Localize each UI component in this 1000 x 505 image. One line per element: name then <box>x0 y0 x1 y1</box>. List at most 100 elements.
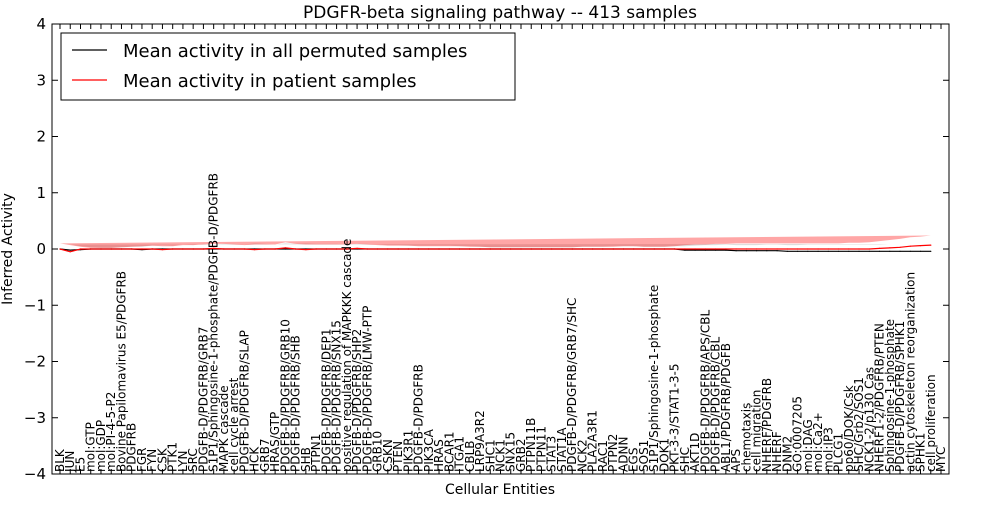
x-tick-label: PTK1 <box>166 442 180 472</box>
data-point <box>817 248 819 250</box>
x-tick-label: E5 <box>74 457 88 472</box>
x-tick-label: SHC1 <box>483 439 497 472</box>
data-point <box>735 248 737 250</box>
data-point <box>838 250 840 252</box>
data-point <box>797 250 799 252</box>
data-point <box>438 248 440 250</box>
data-point <box>827 248 829 250</box>
x-tick-label: SOS1 <box>637 440 651 472</box>
data-point <box>756 248 758 250</box>
data-point <box>356 247 358 249</box>
data-point <box>479 248 481 250</box>
x-tick-label: NHERF/PDGFRB <box>760 378 774 472</box>
x-tick-label: cell proliferation <box>924 374 938 472</box>
data-point <box>366 248 368 250</box>
x-tick-label: MYC <box>934 447 948 472</box>
data-point <box>551 248 553 250</box>
data-point <box>284 247 286 249</box>
data-point <box>161 249 163 251</box>
data-point <box>417 248 420 250</box>
x-tick-label: PLA2A3R1 <box>586 410 600 472</box>
y-tick-label: −3 <box>24 409 46 427</box>
x-tick-label: NCK2 <box>576 439 590 472</box>
data-point <box>704 248 707 250</box>
legend-box <box>60 32 516 101</box>
data-point <box>663 248 666 250</box>
data-point <box>756 250 758 252</box>
data-point <box>858 250 860 252</box>
x-tick-label: PTPN1 <box>309 434 323 472</box>
data-point <box>633 248 635 250</box>
data-point <box>889 250 891 252</box>
x-tick-label: NCK1 <box>494 439 508 472</box>
data-point <box>848 248 850 250</box>
y-tick-label: −2 <box>24 353 46 371</box>
legend: Mean activity in all permuted samples Me… <box>60 32 516 101</box>
x-axis-label: Cellular Entities <box>445 482 555 498</box>
data-point <box>715 248 717 250</box>
x-tick-label: PDGFB-D/PDGFRB/CBL <box>709 337 723 472</box>
x-tick-label: SPHK1 <box>914 433 928 472</box>
x-tick-label: CSKN <box>381 439 395 472</box>
data-point <box>182 248 184 250</box>
x-tick-label: cell migration <box>750 390 764 472</box>
x-tick-label: PTPN11 <box>535 426 549 472</box>
data-point <box>704 249 707 251</box>
x-tick-label: SHC/Grb2/SOS1 <box>852 377 866 472</box>
x-tick-label: MAPK cascade <box>217 385 231 472</box>
data-point <box>428 248 430 250</box>
x-tick-label: mol:PI-4-5-P2 <box>104 392 118 472</box>
x-tick-label: JUN <box>63 451 77 473</box>
data-point <box>684 249 686 251</box>
x-tick-label: positive regulation of MAPKKK cascade <box>340 239 354 472</box>
data-point <box>69 249 71 251</box>
band-permuted <box>60 243 931 248</box>
x-tick-label: PDGFB-D/PDGFRB/GRB7 <box>196 327 210 472</box>
x-tick-label: S1P1/Sphingosine-1-phosphate <box>647 285 661 472</box>
data-point <box>909 245 911 247</box>
x-tick-label: CSK <box>155 447 169 472</box>
x-tick-label: PDGFB-D/PDGFRB/GRB10 <box>278 319 292 472</box>
data-point <box>848 250 850 252</box>
data-point <box>786 250 788 252</box>
data-point <box>233 248 235 250</box>
data-point <box>90 248 92 250</box>
x-tick-label: PDGFB-D/PDGFRB/SNX15 <box>330 320 344 472</box>
x-tick-label: PTEN <box>391 441 405 472</box>
x-tick-label: DNM2 <box>780 436 794 472</box>
data-point <box>110 248 112 250</box>
x-tick-label: Bovine Papilomavirus E5/PDGFRB <box>115 271 129 472</box>
x-tick-label: GRB7 <box>258 439 272 473</box>
y-axis-ticks: −4 −3 −2 −1 0 1 2 3 4 <box>24 15 949 483</box>
x-tick-label: BLK <box>53 448 67 472</box>
x-tick-label: ADNN <box>616 437 630 472</box>
x-tick-label: PIK3R1 <box>401 430 415 472</box>
x-tick-label: mol:Ca2+ <box>811 412 825 472</box>
x-tick-label: GO:0007205 <box>791 396 805 472</box>
x-tick-label: S1P1/Sphingosine-1-phosphate/PDGFB-D/PDG… <box>207 173 221 472</box>
data-point <box>59 248 61 250</box>
data-point <box>69 251 71 253</box>
data-point <box>540 248 543 250</box>
x-axis-ticks <box>59 24 942 474</box>
x-tick-label: PDGFB-D/PDGFRB <box>412 364 426 472</box>
data-point <box>100 248 102 250</box>
data-point <box>520 248 522 250</box>
data-point <box>172 248 174 250</box>
x-tick-label: Sphingosine-1-phosphate <box>883 319 897 472</box>
data-point <box>715 249 717 251</box>
x-tick-label: PTPN2 <box>606 434 620 472</box>
y-tick-label: 2 <box>36 128 46 146</box>
x-tick-label: SHC <box>678 447 692 472</box>
data-point <box>243 248 245 250</box>
x-tick-label: chemotaxis <box>739 403 753 472</box>
x-tick-label: mol:GDP <box>94 420 108 472</box>
data-point <box>674 248 676 250</box>
data-point <box>797 248 799 250</box>
data-point <box>274 248 276 250</box>
x-tick-label: PDGFB-D/PDGFRB/SPHK1 <box>893 321 907 472</box>
x-tick-label: STAT1A <box>555 427 569 472</box>
data-point <box>192 248 194 250</box>
x-tick-label: actin cytoskeleton reorganization <box>903 272 917 472</box>
data-point <box>889 247 891 249</box>
